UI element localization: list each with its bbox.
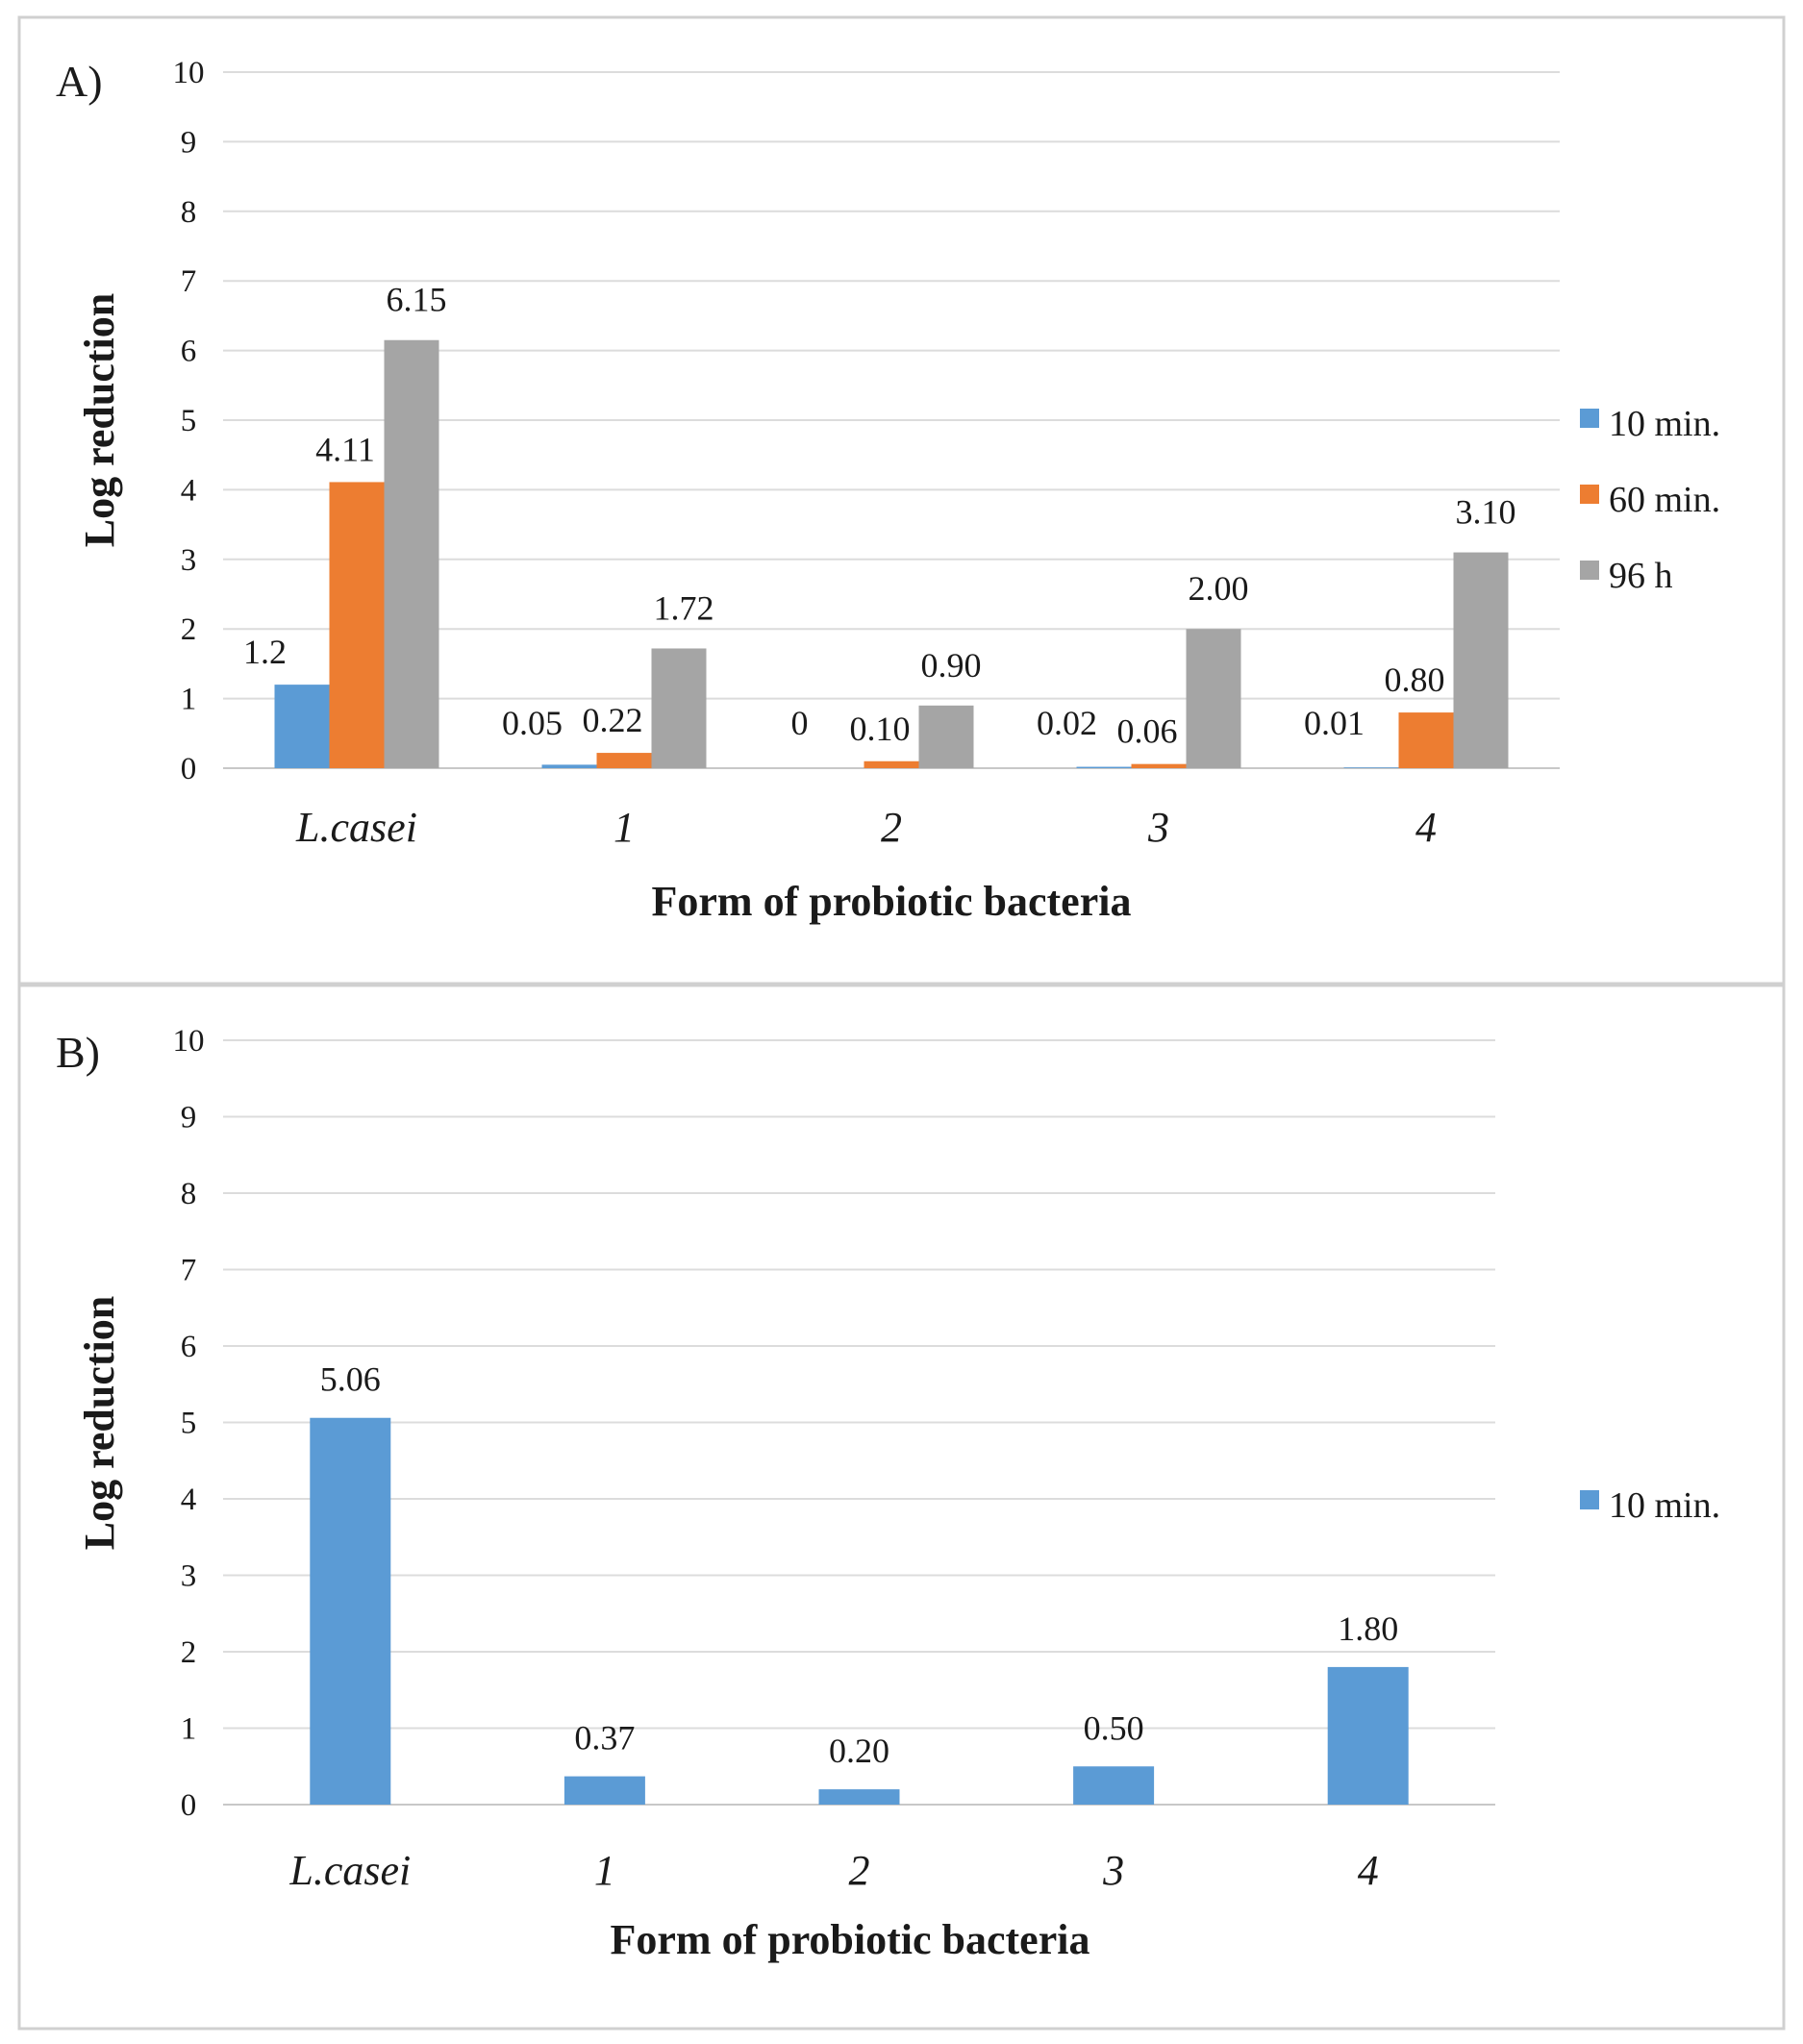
bar-b-s0-c4 (1327, 1666, 1409, 1805)
bar-a-s2-c4 (1453, 552, 1509, 768)
y-tick-b-5: 5 (181, 1407, 197, 1441)
y-axis-title-b: Log reduction (76, 1296, 123, 1550)
y-tick-b-2: 2 (181, 1635, 197, 1670)
panel-label-b: B) (56, 1028, 100, 1077)
y-tick-b-10: 10 (173, 1024, 205, 1059)
x-tick-a-3: 3 (1147, 804, 1169, 851)
x-tick-a-4: 4 (1415, 804, 1437, 851)
bar-a-s2-c1 (651, 648, 707, 768)
bar-a-s0-c0 (274, 685, 330, 768)
y-tick-a-3: 3 (181, 543, 197, 578)
x-axis-title-b: Form of probiotic bacteria (611, 1916, 1090, 1963)
y-tick-a-9: 9 (181, 125, 197, 160)
data-label-b-s0-c1: 0.37 (574, 1719, 635, 1757)
y-tick-b-1: 1 (181, 1712, 197, 1747)
y-tick-b-8: 8 (181, 1177, 197, 1211)
data-label-a-s1-c3: 0.06 (1117, 712, 1178, 751)
bar-b-s0-c0 (310, 1417, 391, 1805)
data-label-a-s2-c3: 2.00 (1189, 569, 1249, 608)
data-label-a-s2-c4: 3.10 (1456, 493, 1516, 532)
legend-swatch-a-0 (1580, 409, 1599, 428)
x-tick-b-3: 3 (1102, 1847, 1124, 1894)
y-tick-b-7: 7 (181, 1254, 197, 1288)
bar-a-s2-c0 (384, 339, 439, 768)
x-tick-b-0: L.casei (288, 1847, 411, 1894)
legend-swatch-a-2 (1580, 561, 1599, 580)
data-label-a-s1-c1: 0.22 (583, 701, 643, 739)
bar-a-s0-c3 (1076, 766, 1132, 768)
y-tick-b-9: 9 (181, 1101, 197, 1135)
x-tick-a-0: L.casei (295, 804, 417, 851)
data-label-b-s0-c4: 1.80 (1338, 1609, 1398, 1648)
bar-b-s0-c2 (818, 1789, 900, 1805)
bar-a-s0-c1 (541, 764, 597, 768)
bar-a-s2-c2 (918, 705, 974, 768)
y-tick-b-4: 4 (181, 1483, 197, 1517)
x-tick-b-2: 2 (849, 1847, 870, 1894)
data-label-a-s1-c2: 0.10 (850, 710, 911, 748)
data-label-a-s2-c2: 0.90 (921, 646, 982, 685)
bar-a-s1-c3 (1131, 763, 1187, 768)
legend-label-a-2: 96 h (1609, 556, 1673, 596)
data-label-a-s0-c3: 0.02 (1037, 704, 1097, 742)
data-label-a-s1-c4: 0.80 (1385, 661, 1445, 699)
x-axis-title-a: Form of probiotic bacteria (652, 878, 1132, 925)
legend-label-a-1: 60 min. (1609, 480, 1720, 520)
y-tick-b-3: 3 (181, 1559, 197, 1594)
bar-a-s1-c1 (596, 753, 652, 768)
y-tick-a-0: 0 (181, 752, 197, 786)
x-tick-a-1: 1 (614, 804, 635, 851)
data-label-a-s2-c0: 6.15 (387, 281, 447, 319)
y-tick-a-2: 2 (181, 612, 197, 647)
legend-swatch-b-0 (1580, 1490, 1599, 1509)
y-tick-a-5: 5 (181, 404, 197, 438)
data-label-b-s0-c2: 0.20 (829, 1732, 889, 1770)
data-label-a-s1-c0: 4.11 (315, 430, 375, 468)
y-tick-a-10: 10 (173, 56, 205, 90)
panel-a-frame (17, 15, 1786, 985)
data-label-b-s0-c3: 0.50 (1084, 1708, 1144, 1747)
x-tick-a-2: 2 (881, 804, 902, 851)
y-tick-b-6: 6 (181, 1330, 197, 1364)
bar-a-s0-c4 (1343, 767, 1399, 768)
panel-a-chart: A) 0 1 2 3 4 5 6 7 8 9 10 1.2 0.05 0 0.02 0.01 4.11 0.22 0.… (56, 56, 1720, 925)
legend-label-b-0: 10 min. (1609, 1485, 1720, 1526)
x-tick-b-4: 4 (1358, 1847, 1379, 1894)
data-label-b-s0-c0: 5.06 (320, 1360, 381, 1399)
panel-b-frame (17, 984, 1786, 2031)
legend-label-a-0: 10 min. (1609, 404, 1720, 444)
y-tick-a-8: 8 (181, 195, 197, 230)
data-label-a-s0-c0: 1.2 (243, 633, 287, 671)
bar-a-s1-c0 (329, 482, 385, 768)
y-tick-b-0: 0 (181, 1788, 197, 1823)
y-tick-a-6: 6 (181, 335, 197, 369)
bar-a-s1-c2 (864, 760, 919, 768)
bar-b-s0-c1 (563, 1776, 645, 1805)
y-tick-a-4: 4 (181, 473, 197, 508)
legend-swatch-a-1 (1580, 485, 1599, 504)
panel-label-a: A) (56, 57, 103, 106)
y-axis-title-a: Log reduction (76, 293, 123, 547)
data-label-a-s0-c4: 0.01 (1304, 704, 1365, 742)
panel-b-chart: B) 0 1 2 3 4 5 6 7 8 9 10 5.06 0.37 0.20 0.50 1.80 L.case… (56, 1024, 1720, 1963)
x-tick-b-1: 1 (594, 1847, 615, 1894)
data-label-a-s2-c1: 1.72 (654, 588, 714, 627)
y-tick-a-1: 1 (181, 683, 197, 717)
bar-b-s0-c3 (1073, 1766, 1155, 1805)
y-tick-a-7: 7 (181, 264, 197, 299)
bar-a-s1-c4 (1398, 712, 1454, 768)
bar-a-s2-c3 (1186, 629, 1241, 768)
data-label-a-s0-c2: 0 (791, 704, 809, 742)
data-label-a-s0-c1: 0.05 (502, 704, 563, 742)
